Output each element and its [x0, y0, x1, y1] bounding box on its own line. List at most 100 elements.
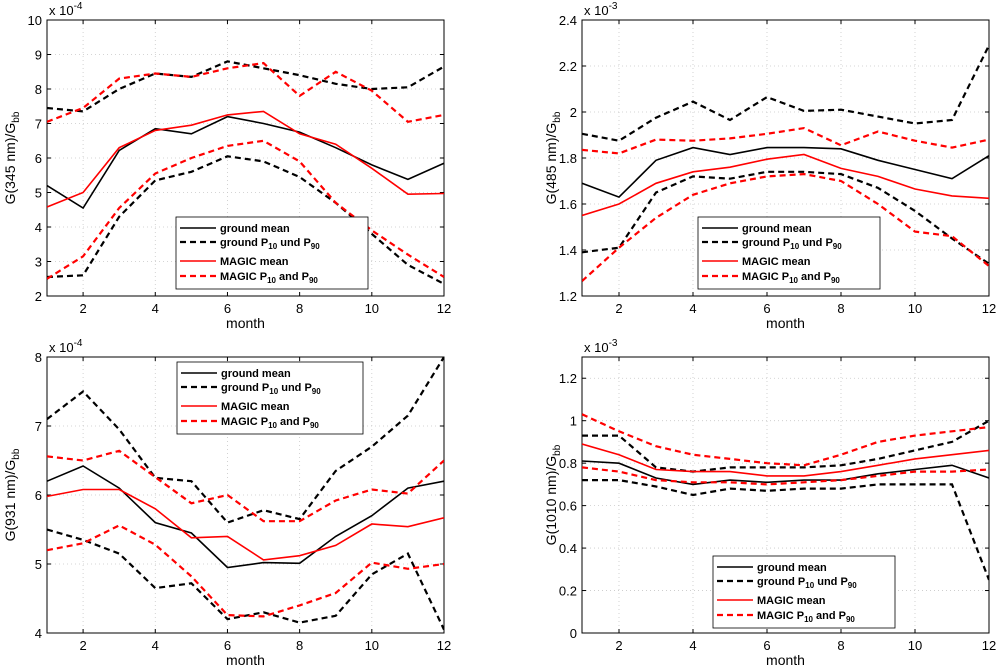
y-tick-label: 0.6	[559, 499, 577, 514]
series-magic-p10	[582, 172, 989, 282]
axis-exponent: x 10-4	[49, 338, 83, 355]
legend-magic-percentiles-label: MAGIC P10 and P90	[757, 610, 855, 624]
axis-exponent-power: -4	[74, 1, 83, 12]
y-axis-label-sub: bb	[552, 444, 563, 456]
y-tick-label: 1.6	[559, 197, 577, 212]
series-ground-p10	[47, 528, 444, 631]
x-tick-label: 10	[365, 301, 379, 316]
y-tick-label: 1.8	[559, 151, 577, 166]
y-tick-label: 3	[35, 255, 42, 270]
axis-exponent: x 10-4	[49, 1, 83, 18]
series-magic-p90	[582, 126, 989, 155]
x-axis-label: month	[226, 315, 265, 331]
x-tick-label: 10	[365, 638, 379, 653]
y-axis-label: G(931 nm)/Gbb	[2, 448, 22, 541]
x-tick-label: 12	[437, 301, 451, 316]
series-ground-p90	[582, 44, 989, 142]
y-tick-label: 4	[35, 220, 42, 235]
legend-ground-percentiles-label: ground P10 und P90	[221, 382, 321, 396]
series-magic-p90	[47, 449, 444, 523]
x-tick-label: 2	[79, 301, 86, 316]
x-tick-label: 8	[837, 638, 844, 653]
y-tick-label: 2	[35, 289, 42, 304]
y-tick-label: 5	[35, 186, 42, 201]
y-axis-label: G(1010 nm)/Gbb	[543, 444, 563, 545]
x-tick-label: 4	[689, 638, 696, 653]
legend-ground-percentiles-label: ground P10 und P90	[742, 237, 842, 251]
y-tick-label: 10	[28, 13, 42, 28]
legend-magic-mean-label: MAGIC mean	[221, 401, 290, 413]
x-tick-label: 6	[224, 301, 231, 316]
legend-magic-percentiles-label: MAGIC P10 and P90	[742, 271, 840, 285]
series-ground-mean	[47, 115, 444, 210]
legend-ground-percentiles-label: ground P10 und P90	[220, 237, 320, 251]
axis-exponent: x 10-3	[584, 1, 618, 18]
series-magic-mean	[582, 153, 989, 217]
axis-exponent: x 10-3	[584, 338, 618, 355]
x-tick-label: 6	[763, 638, 770, 653]
axis-exponent-power: -3	[609, 1, 618, 12]
x-tick-label: 4	[152, 301, 159, 316]
series-magic-p10	[47, 524, 444, 618]
y-tick-label: 7	[35, 117, 42, 132]
legend-box	[176, 361, 364, 435]
x-tick-label: 4	[152, 638, 159, 653]
x-axis-label: month	[766, 315, 805, 331]
y-tick-label: 2	[570, 105, 577, 120]
y-axis-label: G(485 nm)/Gbb	[543, 111, 563, 204]
y-tick-label: 8	[35, 82, 42, 97]
legend-box	[712, 555, 896, 629]
legend-magic-mean-label: MAGIC mean	[220, 256, 289, 268]
legend-magic-percentiles-label: MAGIC P10 and P90	[221, 416, 319, 430]
legend: ground mean ground P10 und P90 MAGIC mean M…	[176, 361, 364, 435]
x-tick-label: 6	[763, 301, 770, 316]
y-tick-label: 2.2	[559, 59, 577, 74]
y-tick-label: 1.2	[559, 289, 577, 304]
y-tick-label: 0.2	[559, 584, 577, 599]
legend-magic-mean-label: MAGIC mean	[742, 256, 811, 268]
legend: ground mean ground P10 und P90 MAGIC mean M…	[712, 555, 896, 629]
y-tick-label: 8	[35, 350, 42, 365]
x-tick-label: 4	[689, 301, 696, 316]
legend-ground-mean-label: ground mean	[757, 562, 827, 574]
legend: ground mean ground P10 und P90 MAGIC mean M…	[175, 216, 369, 290]
y-tick-label: 0.4	[559, 541, 577, 556]
series-ground-p10	[582, 479, 989, 581]
y-tick-label: 1	[570, 414, 577, 429]
panel-bottom-left: 2 4 6 8 10 12 4 5 6 7 8 x 10-4 month G(931 nm)/Gbb gro…	[2, 338, 451, 668]
legend-ground-mean-label: ground mean	[220, 223, 290, 235]
panel-top-right: 2 4 6 8 10 12 1.2 1.4 1.6 1.8 2 2.2 2.4 x 10-3 month G(…	[543, 1, 996, 331]
x-tick-label: 2	[79, 638, 86, 653]
series-ground-p10	[47, 155, 444, 285]
y-tick-label: 5	[35, 557, 42, 572]
y-tick-label: 6	[35, 488, 42, 503]
series-magic-mean	[582, 443, 989, 477]
series-magic-mean	[47, 110, 444, 208]
series-ground-p90	[582, 419, 989, 473]
y-axis-label: G(345 nm)/Gbb	[2, 111, 22, 204]
axis-exponent-power: -3	[609, 338, 618, 349]
x-tick-label: 6	[224, 638, 231, 653]
x-axis-label: month	[766, 652, 805, 668]
y-axis-label-sub: bb	[11, 448, 22, 460]
axis-exponent-power: -4	[74, 338, 83, 349]
legend-ground-mean-label: ground mean	[742, 223, 812, 235]
series-ground-p10	[582, 170, 989, 265]
legend-box	[175, 216, 369, 290]
series-magic-mean	[47, 488, 444, 561]
x-tick-label: 12	[982, 301, 996, 316]
y-tick-label: 1.2	[559, 371, 577, 386]
y-tick-label: 7	[35, 419, 42, 434]
legend-magic-mean-label: MAGIC mean	[757, 595, 826, 607]
y-axis-label-sub: bb	[11, 111, 22, 123]
x-tick-label: 8	[837, 301, 844, 316]
legend-magic-percentiles-label: MAGIC P10 and P90	[220, 271, 318, 285]
series-magic-p10	[47, 139, 444, 280]
y-tick-label: 6	[35, 151, 42, 166]
x-tick-label: 2	[615, 638, 622, 653]
y-tick-label: 2.4	[559, 13, 577, 28]
panel-bottom-right: 2 4 6 8 10 12 0 0.2 0.4 0.6 0.8 1 1.2 x 10-3 month G(10…	[543, 338, 996, 668]
x-tick-label: 12	[437, 638, 451, 653]
series-ground-mean	[47, 465, 444, 569]
series-magic-p90	[47, 61, 444, 123]
